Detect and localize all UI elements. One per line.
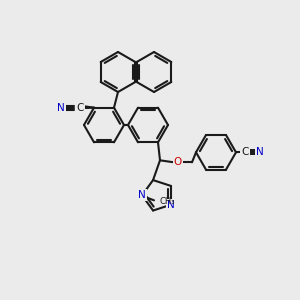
Text: N: N [256, 147, 264, 157]
Text: N: N [138, 190, 146, 200]
Text: C: C [76, 103, 84, 113]
Text: CH₃: CH₃ [159, 197, 175, 206]
Text: N: N [167, 200, 175, 210]
Text: O: O [174, 157, 182, 167]
Text: N: N [57, 103, 65, 113]
Text: C: C [241, 147, 249, 157]
